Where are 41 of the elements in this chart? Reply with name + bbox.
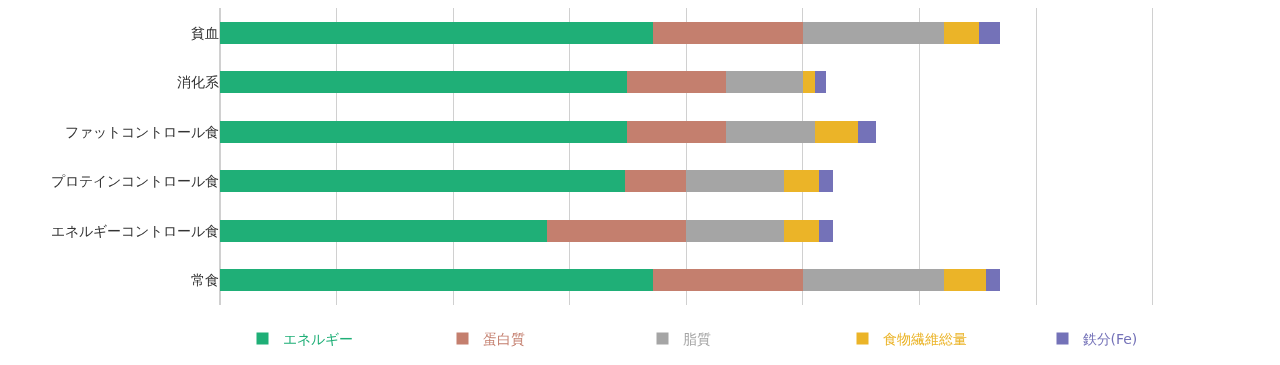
bar [979,21,1001,44]
bar [653,21,803,44]
legend-label: 食物繊維総量 [882,330,967,347]
bar [944,21,980,44]
legend-label: 蛋白質 [482,330,525,347]
bar [220,219,547,242]
legend-label: エネルギー [282,330,353,347]
bar [220,21,654,44]
bar [547,219,686,242]
bar [985,269,1001,292]
bar [802,21,945,44]
bar [220,269,654,292]
y-tick-label: 常食 [191,272,219,289]
bar [626,120,726,143]
bar [814,120,859,143]
y-tick-label: 貧血 [191,24,219,41]
bar [819,219,833,242]
bar [626,71,726,94]
bar [815,71,827,94]
bar [685,170,785,193]
bar [802,71,816,94]
bar [685,219,785,242]
y-tick-label: プロテインコントロール食 [51,173,219,190]
bar [220,71,627,94]
bar [220,120,627,143]
legend-label: 鉄分(Fe) [1082,330,1138,347]
bar [858,120,876,143]
y-tick-label: ファットコントロール食 [65,123,219,140]
bar [784,219,820,242]
y-tick-label: 消化系 [177,74,219,91]
bar [653,269,803,292]
bar [784,170,820,193]
bar [625,170,686,193]
bar [725,120,815,143]
bar [819,170,833,193]
bar [220,170,626,193]
bar [802,269,945,292]
y-tick-label: エネルギーコントロール食 [51,222,219,239]
bar [725,71,803,94]
bar [944,269,986,292]
legend-label: 脂質 [682,330,711,347]
